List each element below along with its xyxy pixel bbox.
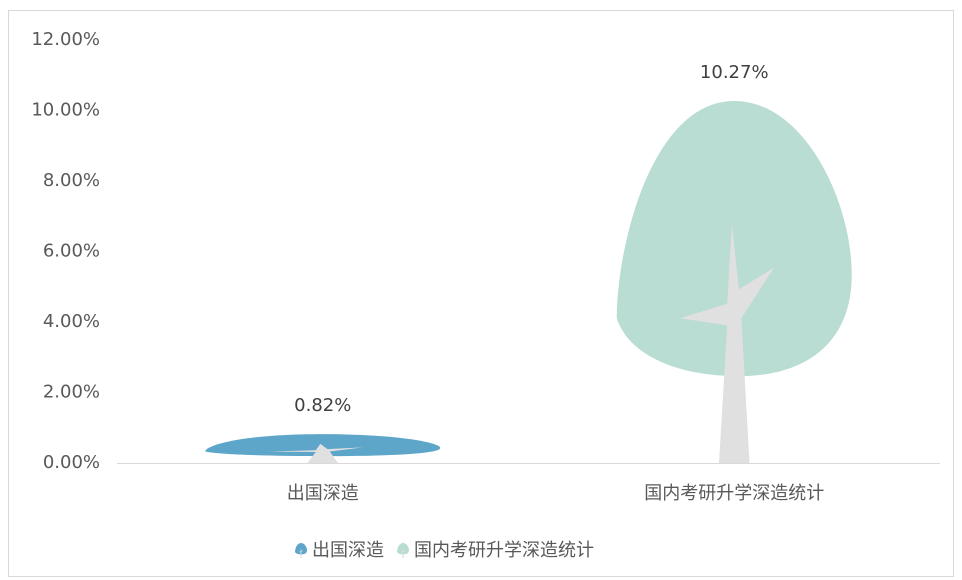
legend-swatch — [397, 543, 409, 555]
x-tick-label: 出国深造 — [287, 483, 359, 504]
y-tick-label: 0.00% — [43, 452, 100, 473]
tree-crown — [205, 434, 441, 457]
y-tick-label: 12.00% — [31, 29, 100, 50]
value-label: 0.82% — [294, 395, 351, 416]
tree-bar — [616, 100, 852, 463]
legend-label: 出国深造 — [312, 540, 384, 561]
x-tick-label: 国内考研升学深造统计 — [644, 483, 824, 504]
legend-label: 国内考研升学深造统计 — [414, 540, 594, 561]
value-label: 10.27% — [700, 62, 769, 83]
y-tick-label: 4.00% — [43, 311, 100, 332]
legend-trunk — [298, 548, 304, 558]
legend-icon — [397, 543, 409, 558]
legend-trunk — [400, 548, 406, 558]
tree-trunk — [268, 443, 363, 463]
tree-crown — [616, 100, 852, 377]
y-tick-label: 8.00% — [43, 170, 100, 191]
y-tick-label: 2.00% — [43, 382, 100, 403]
legend-swatch — [295, 543, 307, 555]
y-tick-label: 6.00% — [43, 241, 100, 262]
tree-bar — [205, 434, 441, 463]
tree-trunk — [680, 224, 775, 463]
y-tick-label: 10.00% — [31, 100, 100, 121]
legend-icon — [295, 543, 307, 558]
